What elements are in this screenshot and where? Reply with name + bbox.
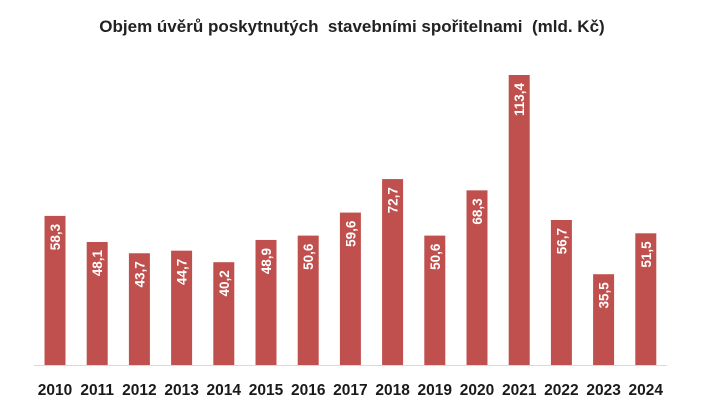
data-label-2019: 50,6 [428,243,443,270]
x-tick-label-2023: 2023 [586,382,621,399]
data-label-2012: 43,7 [132,261,147,287]
x-tick-labels: 2010 2011 2012 2013 2014 2015 2016 2017 2018 2019… [38,382,664,399]
data-label-2017: 59,6 [343,220,358,247]
bar-2024 [635,233,657,365]
data-label-2020: 68,3 [470,198,485,225]
x-tick-label-2016: 2016 [291,382,326,399]
bar-2022 [550,220,572,365]
data-label-2014: 40,2 [217,270,232,296]
chart-title: Objem úvěrů poskytnutých stavebními spoř… [99,17,604,36]
bar-2012 [128,253,150,365]
x-tick-label-2022: 2022 [544,382,578,399]
bar-2013 [171,250,193,365]
data-label-2013: 44,7 [175,259,190,285]
bar-2015 [255,239,277,365]
data-label-2015: 48,9 [259,248,274,274]
x-tick-label-2019: 2019 [418,382,453,399]
bar-2014 [213,262,235,365]
bar-2010 [44,215,66,365]
bar-2020 [466,190,488,365]
x-tick-label-2020: 2020 [460,382,494,399]
data-labels: 58,3 48,1 43,7 44,7 40,2 48,9 50,6 59,6 72,7 50,6… [48,83,654,309]
bars-layer [44,75,657,365]
x-tick-label-2024: 2024 [629,382,664,399]
data-label-2011: 48,1 [90,250,105,277]
bar-2023 [593,274,615,365]
x-tick-label-2017: 2017 [333,382,367,399]
x-tick-label-2010: 2010 [38,382,72,399]
data-label-2021: 113,4 [512,83,527,117]
bar-2021 [508,75,530,365]
data-label-2024: 51,5 [639,241,654,268]
bar-2016 [297,235,319,365]
data-label-2010: 58,3 [48,223,63,250]
x-tick-label-2013: 2013 [164,382,199,399]
x-tick-label-2014: 2014 [207,382,242,399]
data-label-2018: 72,7 [386,187,401,213]
x-tick-label-2015: 2015 [249,382,284,399]
bar-2018 [382,179,404,365]
x-tick-label-2021: 2021 [502,382,537,399]
data-label-2023: 35,5 [597,282,612,309]
data-label-2022: 56,7 [554,228,569,254]
bar-2017 [339,212,361,365]
x-tick-label-2018: 2018 [375,382,410,399]
bar-2011 [86,241,108,365]
x-tick-label-2012: 2012 [122,382,156,399]
x-tick-label-2011: 2011 [80,382,114,399]
data-label-2016: 50,6 [301,243,316,270]
bar-2019 [424,235,446,365]
